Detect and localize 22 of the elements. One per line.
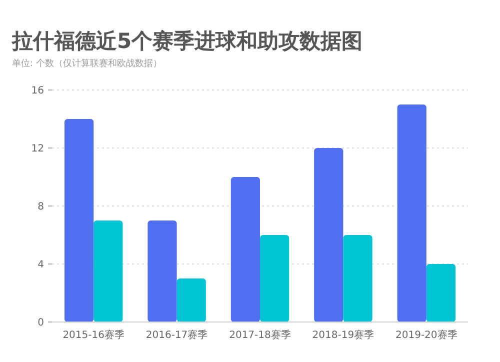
x-tick-label: 2017-18赛季: [229, 329, 291, 341]
bar: [397, 104, 426, 322]
bar: [343, 235, 372, 322]
y-tick-label: 12: [31, 144, 44, 154]
bar: [230, 177, 260, 322]
bar: [314, 148, 344, 322]
x-tick-label: 2019-20赛季: [396, 329, 458, 341]
y-tick-label: 8: [38, 202, 44, 212]
bar: [94, 220, 123, 322]
bar: [148, 220, 177, 322]
bar: [260, 235, 290, 322]
chart-title: 拉什福德近5个赛季进球和助攻数据图: [11, 29, 363, 53]
chart-subtitle: 单位: 个数（仅计算联赛和欧战数据）: [12, 58, 162, 69]
y-tick-label: 0: [38, 318, 44, 328]
bar: [176, 278, 206, 322]
y-tick-label: 16: [31, 86, 44, 96]
bar: [426, 264, 456, 322]
bar: [64, 119, 94, 322]
x-tick-label: 2018-19赛季: [312, 329, 374, 341]
x-tick-label: 2016-17赛季: [146, 329, 208, 341]
x-tick-label: 2015-16赛季: [62, 329, 124, 341]
y-tick-label: 4: [38, 260, 44, 270]
